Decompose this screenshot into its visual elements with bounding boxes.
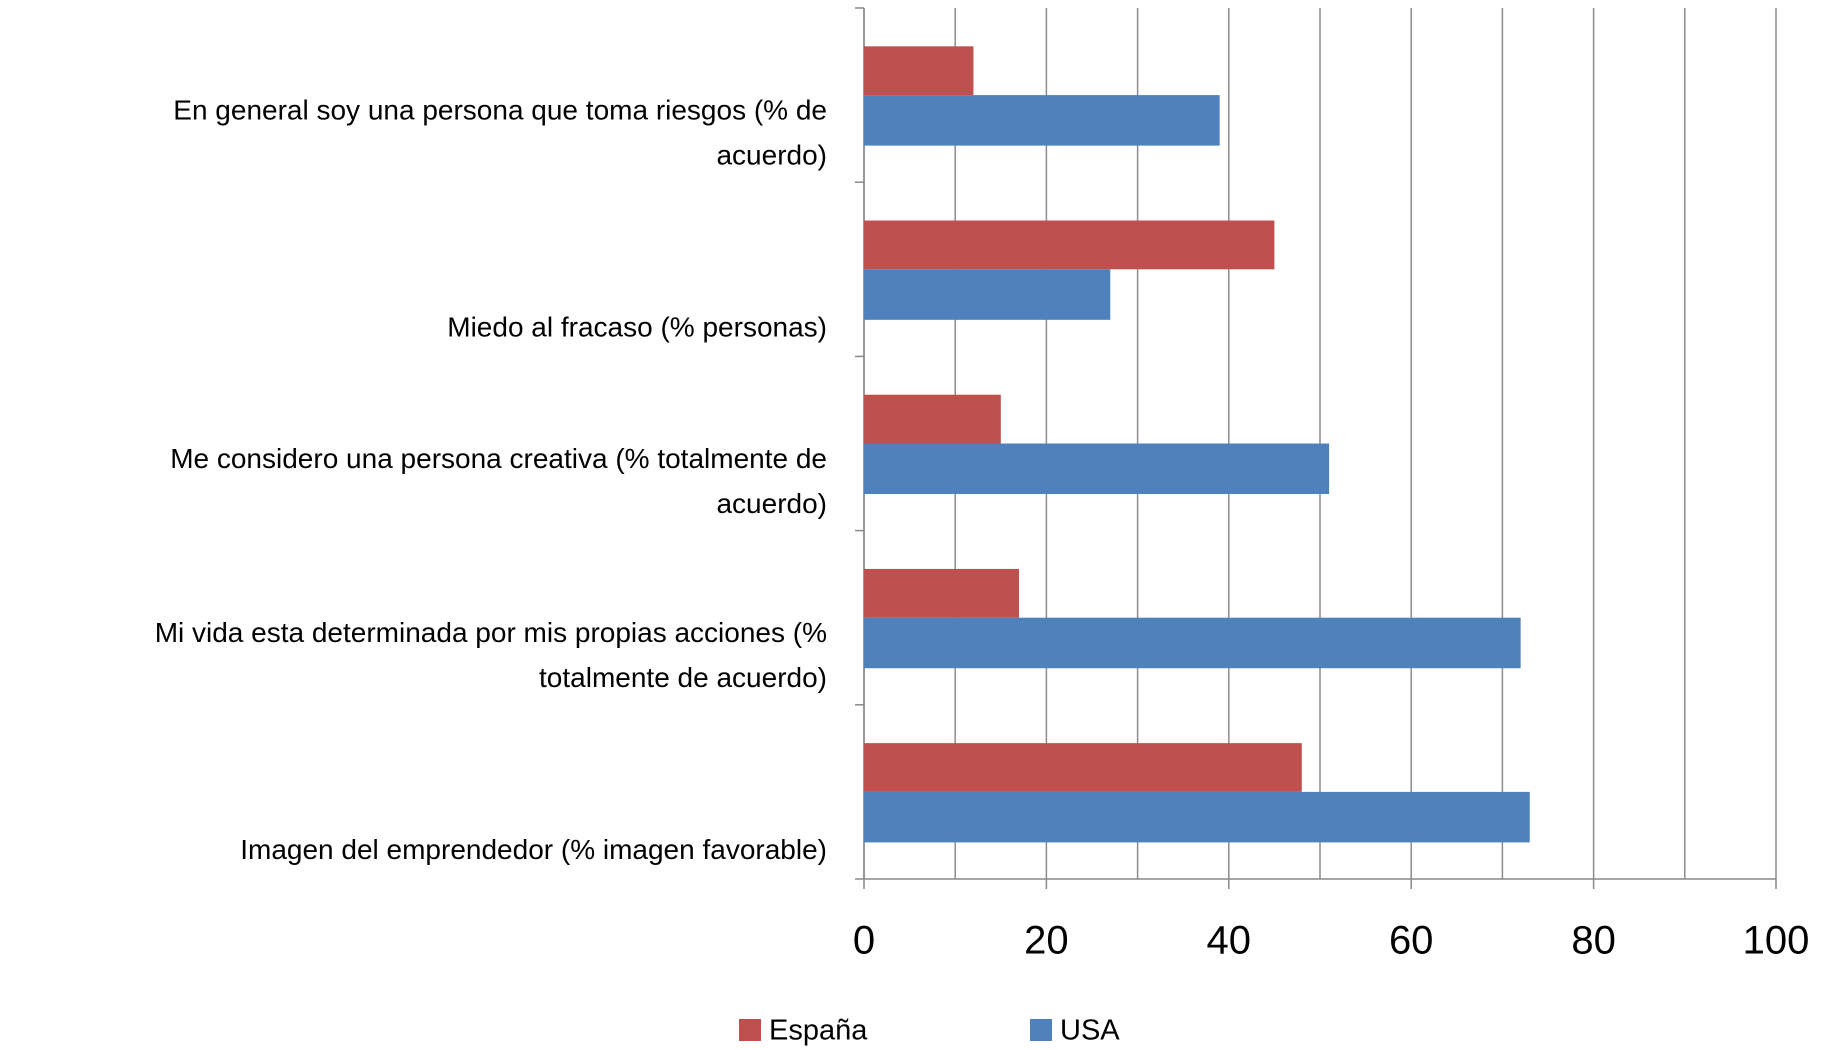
x-tick-label: 80 xyxy=(1571,919,1616,963)
y-tick-label: Miedo al fracaso (% personas) xyxy=(447,312,827,343)
bar xyxy=(864,568,1020,618)
x-tick-label: 60 xyxy=(1389,919,1434,963)
x-tick-label: 40 xyxy=(1207,919,1252,963)
legend-swatch xyxy=(1030,1019,1052,1041)
bar xyxy=(864,220,1275,270)
bar xyxy=(864,743,1302,792)
bar xyxy=(864,95,1220,146)
bar xyxy=(864,46,974,96)
legend-label: USA xyxy=(1060,1015,1120,1047)
x-tick-label: 100 xyxy=(1743,919,1810,963)
bar xyxy=(864,269,1111,320)
x-tick-label: 0 xyxy=(853,919,875,963)
bar xyxy=(864,617,1521,669)
bar xyxy=(864,443,1330,495)
y-tick-label: Imagen del emprendedor (% imagen favorab… xyxy=(240,834,827,865)
y-tick-label: Mi vida esta determinada por mis propias… xyxy=(155,618,827,694)
bar xyxy=(864,394,1001,444)
legend-swatch xyxy=(739,1019,761,1041)
x-tick-label: 20 xyxy=(1024,919,1069,963)
bar xyxy=(864,791,1530,843)
y-tick-label: En general soy una persona que toma ries… xyxy=(173,95,827,171)
legend-label: España xyxy=(769,1015,868,1047)
y-tick-label: Me considero una persona creativa (% tot… xyxy=(170,443,827,519)
